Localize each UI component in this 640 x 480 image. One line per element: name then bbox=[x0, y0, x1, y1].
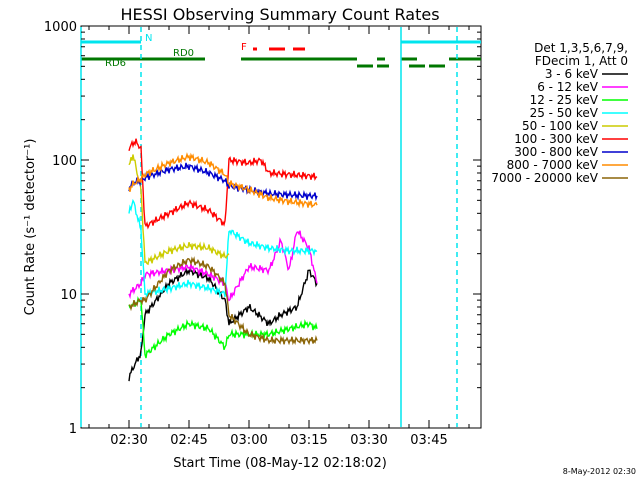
y-axis-label: Count Rate (s⁻¹ detector⁻¹) bbox=[23, 139, 38, 316]
series-line-6 bbox=[128, 162, 318, 202]
y-tick-label-0: 1 bbox=[69, 422, 77, 437]
x-tick-label-5: 03:45 bbox=[410, 433, 447, 448]
y-tick-label-2: 100 bbox=[52, 154, 77, 169]
series-line-2 bbox=[128, 295, 318, 359]
series-line-5 bbox=[128, 138, 318, 230]
flag-bars: N RD0 RD6 F bbox=[81, 33, 481, 69]
legend-label-0: 3 - 6 keV bbox=[545, 67, 599, 81]
flag-rd6-label: RD6 bbox=[105, 58, 126, 69]
legend-label-5: 100 - 300 keV bbox=[514, 132, 598, 146]
x-tick-label-1: 02:45 bbox=[170, 433, 207, 448]
y-tick-label-1: 10 bbox=[60, 288, 77, 303]
legend-label-6: 300 - 800 keV bbox=[514, 145, 598, 159]
series-line-8 bbox=[128, 256, 318, 346]
legend-label-1: 6 - 12 keV bbox=[537, 80, 599, 94]
legend-label-2: 12 - 25 keV bbox=[530, 93, 599, 107]
legend-header-line-2: FDecim 1, Att 0 bbox=[535, 54, 628, 68]
x-tick-label-4: 03:30 bbox=[350, 433, 387, 448]
series-lines bbox=[128, 138, 318, 382]
legend-label-3: 25 - 50 keV bbox=[530, 106, 599, 120]
axes: 02:30 02:45 03:00 03:15 03:30 03:45 1 10 100 1000 bbox=[44, 20, 481, 448]
legend-label-8: 7000 - 20000 keV bbox=[491, 171, 598, 185]
chart-title: HESSI Observing Summary Count Rates bbox=[120, 5, 439, 24]
series-line-3 bbox=[128, 198, 318, 299]
vertical-markers bbox=[80, 27, 458, 427]
legend: Det 1,3,5,6,7,9, FDecim 1, Att 0 3 - 6 k… bbox=[491, 41, 628, 185]
flag-n-label: N bbox=[145, 33, 152, 44]
series-line-4 bbox=[128, 154, 230, 266]
x-tick-label-3: 03:15 bbox=[290, 433, 327, 448]
legend-label-4: 50 - 100 keV bbox=[522, 119, 599, 133]
series-line-7 bbox=[128, 152, 318, 209]
x-tick-label-0: 02:30 bbox=[110, 433, 147, 448]
x-tick-label-2: 03:00 bbox=[230, 433, 267, 448]
series-line-1 bbox=[128, 230, 318, 302]
x-axis-label: Start Time (08-May-12 02:18:02) bbox=[173, 456, 387, 471]
flag-f-label: F bbox=[241, 42, 247, 53]
y-tick-label-3: 1000 bbox=[44, 20, 77, 35]
legend-label-7: 800 - 7000 keV bbox=[507, 158, 599, 172]
series-line-0 bbox=[128, 266, 318, 382]
legend-header-line-1: Det 1,3,5,6,7,9, bbox=[534, 41, 628, 55]
footer-date: 8-May-2012 02:30 bbox=[563, 467, 636, 476]
flag-rd0-label: RD0 bbox=[173, 48, 194, 59]
